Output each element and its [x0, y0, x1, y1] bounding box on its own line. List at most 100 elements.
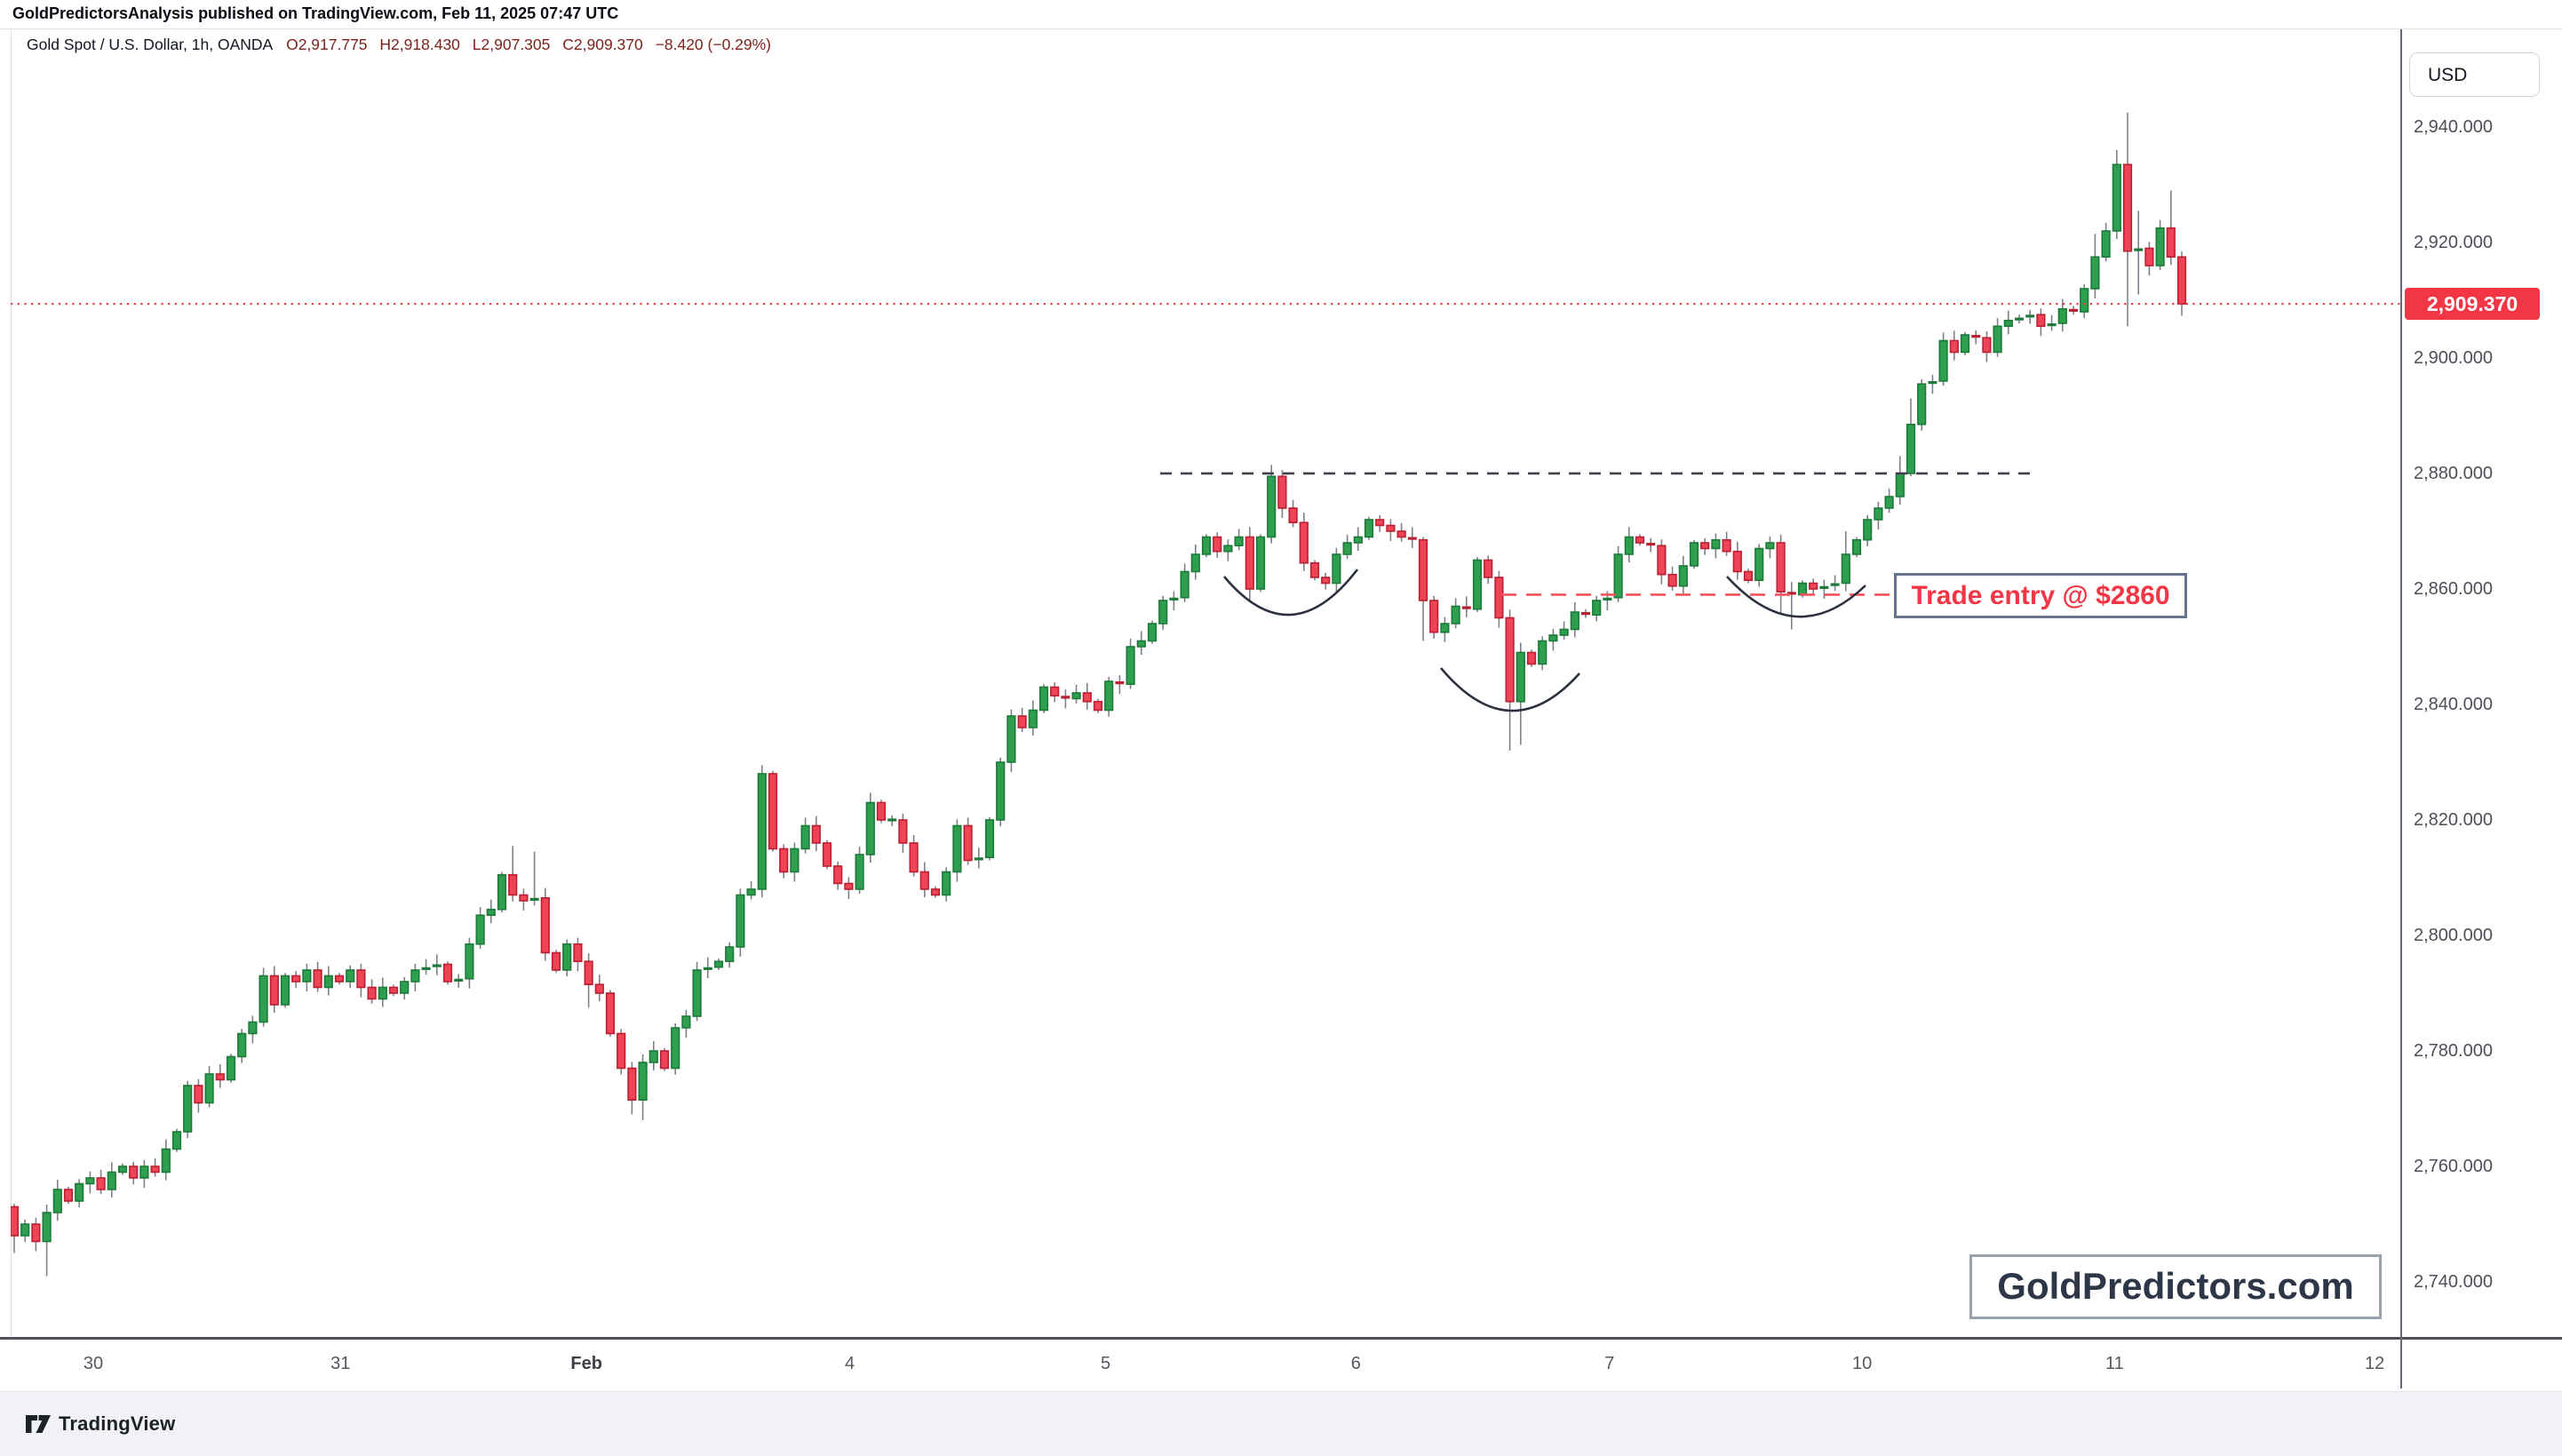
published-chart-title: GoldPredictorsAnalysis published on Trad…	[0, 0, 2562, 28]
ohlc-high: H2,918.430	[379, 36, 460, 53]
candle-down	[150, 1166, 160, 1174]
candle-doji	[1407, 537, 1417, 540]
candle-down	[833, 865, 843, 885]
candle-up	[400, 981, 410, 994]
chart-frame-top-border	[0, 28, 2562, 29]
price-tick-2920: 2,920.000	[2414, 232, 2493, 252]
ohlc-low: L2,907.305	[472, 36, 551, 53]
candle-up	[226, 1055, 236, 1081]
candle-up	[952, 824, 962, 873]
candle-doji	[421, 967, 431, 970]
candle-down	[1667, 573, 1677, 587]
candle-down	[1082, 692, 1092, 703]
candle-down	[2144, 247, 2154, 267]
candle-up	[280, 975, 290, 1006]
tradingview-logo-text: TradingView	[59, 1412, 176, 1435]
candle-up	[855, 854, 864, 890]
candle-up	[1028, 709, 1038, 728]
candle-up	[1342, 542, 1352, 555]
time-tick-6: 6	[1350, 1354, 1361, 1373]
trade-entry-annotation[interactable]: Trade entry @ $2860	[1894, 573, 2187, 618]
candle-down	[876, 801, 887, 821]
candle-down	[1386, 524, 1396, 532]
candle-up	[1689, 542, 1699, 567]
tradingview-logo-link[interactable]: TradingView	[25, 1410, 175, 1438]
price-tick-2900: 2,900.000	[2414, 347, 2493, 368]
candle-down	[898, 819, 908, 844]
axis-corner-line	[2400, 1337, 2402, 1388]
candle-up	[1201, 536, 1212, 555]
candle-down	[605, 992, 616, 1035]
candle-up	[2003, 319, 2013, 328]
candle-up	[465, 943, 474, 980]
price-tick-2740: 2,740.000	[2414, 1271, 2493, 1292]
candle-doji	[1971, 335, 1981, 338]
candle-up	[346, 969, 355, 983]
candle-up	[2112, 163, 2121, 232]
candle-up	[1863, 519, 1873, 541]
candle-down	[1321, 577, 1331, 585]
candle-down	[1288, 507, 1298, 524]
ohlc-open: O2,917.775	[286, 36, 368, 53]
candle-doji	[1169, 597, 1179, 601]
candle-up	[1255, 536, 1266, 590]
candle-down	[129, 1166, 139, 1179]
candle-doji	[974, 857, 983, 861]
candle-up	[20, 1223, 30, 1237]
candle-up	[1851, 538, 1862, 555]
time-axis[interactable]: 30 31 Feb 4 5 6 7 10 11 12	[0, 1337, 2562, 1388]
candle-up	[1765, 542, 1775, 550]
candle-up	[1559, 628, 1569, 636]
candle-up	[161, 1148, 171, 1174]
candle-up	[1472, 559, 1483, 610]
candle-up	[237, 1032, 247, 1058]
candle-up	[725, 946, 735, 963]
candle-down	[194, 1085, 203, 1104]
time-tick-11: 11	[2104, 1354, 2124, 1373]
candle-doji	[1786, 592, 1796, 595]
time-tick-5: 5	[1100, 1354, 1111, 1373]
rounding-bottom-arc	[1223, 569, 1359, 617]
candle-up	[410, 969, 420, 983]
candle-up	[1136, 640, 1146, 648]
price-chart-plot[interactable]	[11, 29, 2400, 1337]
candle-up	[323, 975, 333, 989]
candle-up	[1332, 553, 1341, 585]
candle-down	[508, 873, 518, 896]
candle-up	[1895, 473, 1905, 497]
price-tick-2800: 2,800.000	[2414, 925, 2493, 945]
candle-up	[1071, 692, 1081, 700]
candle-down	[1050, 686, 1060, 697]
candle-up	[2057, 307, 2067, 324]
currency-button[interactable]: USD	[2409, 52, 2540, 97]
candle-up	[638, 1062, 648, 1102]
candle-doji	[2069, 308, 2078, 312]
candle-down	[822, 842, 832, 867]
candle-down	[269, 975, 279, 1006]
rounding-bottom-arc	[1726, 576, 1866, 618]
price-tick-2940: 2,940.000	[2414, 116, 2493, 137]
candle-down	[1982, 337, 1992, 354]
candle-up	[1440, 623, 1450, 633]
candle-up	[1234, 536, 1244, 547]
rounding-bottom-arc	[1440, 667, 1580, 712]
candle-up	[248, 1021, 258, 1035]
candle-up	[996, 761, 1006, 821]
candle-up	[1917, 383, 1927, 426]
candle-up	[1960, 334, 1970, 354]
candle-down	[1657, 545, 1667, 576]
candle-up	[1190, 553, 1200, 573]
candle-up	[1223, 545, 1233, 553]
candle-up	[204, 1073, 214, 1104]
candle-up	[713, 960, 724, 968]
price-axis[interactable]: USD 2,940.000 2,920.000 2,900.000 2,880.000…	[2400, 29, 2562, 1337]
candle-down	[1375, 519, 1385, 527]
candle-doji	[1061, 696, 1070, 699]
price-tick-2780: 2,780.000	[2414, 1040, 2493, 1061]
candle-doji	[1115, 681, 1125, 685]
candlestick-canvas[interactable]	[11, 29, 2400, 1337]
candle-up	[984, 819, 995, 859]
candle-up	[475, 914, 485, 945]
candle-down	[909, 842, 919, 873]
candle-down	[844, 882, 854, 890]
